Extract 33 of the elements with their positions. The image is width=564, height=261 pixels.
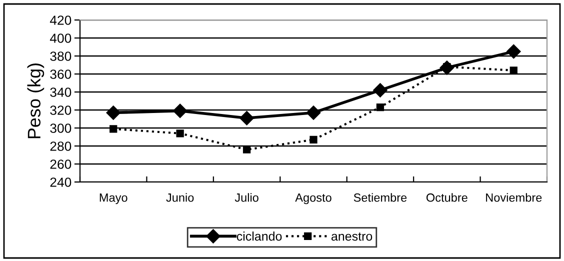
x-tick-label: Setiembre (354, 193, 407, 202)
legend-label: anestro (331, 232, 372, 241)
legend-label: ciclando (236, 232, 282, 241)
point (242, 146, 251, 154)
y-tick-label: 240 (50, 178, 72, 187)
y-tick-label: 380 (50, 52, 72, 61)
point (310, 136, 318, 144)
point (106, 106, 120, 120)
y-tick-label: 280 (50, 142, 72, 151)
y-tick-label: 360 (50, 70, 72, 79)
x-tick-label: Agosto (295, 194, 332, 204)
point (176, 130, 184, 138)
y-axis-title: Peso (kg) (27, 63, 44, 138)
x-tick-label: Junio (166, 193, 194, 202)
point (376, 103, 384, 112)
x-tick-label: Mayo (100, 194, 128, 204)
y-tick-label: 300 (50, 124, 72, 133)
y-tick-label: 400 (50, 34, 72, 43)
point (506, 44, 521, 59)
x-tick-label: Octubre (426, 193, 468, 202)
y-tick-label: 320 (50, 106, 72, 115)
point (172, 104, 188, 118)
x-tick-label: Julio (234, 193, 258, 202)
y-tick-label: 260 (50, 160, 72, 169)
y-tick-label: 340 (50, 88, 72, 97)
point (440, 60, 454, 75)
y-tick-label: 420 (50, 16, 72, 25)
point (110, 125, 118, 133)
point (306, 106, 321, 120)
point (510, 66, 518, 74)
point (373, 83, 388, 98)
point (240, 111, 254, 126)
x-tick-label: Noviembre (486, 193, 542, 202)
